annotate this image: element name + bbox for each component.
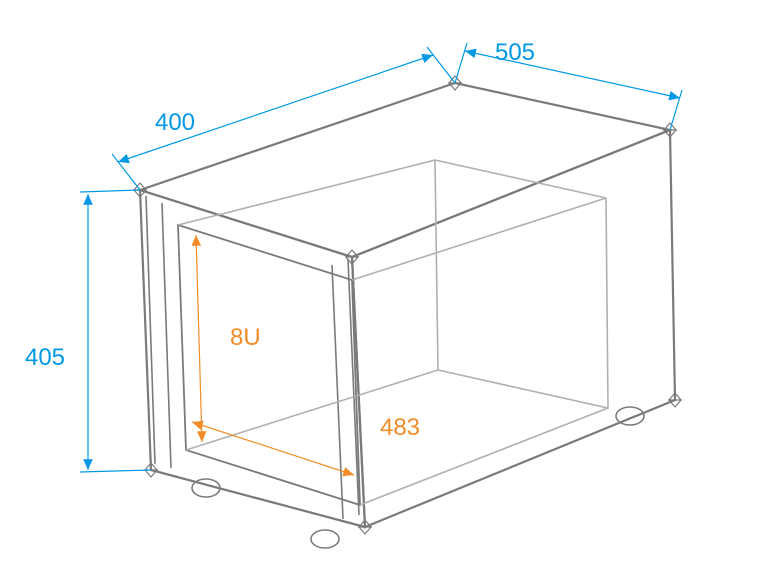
label-width: 505 xyxy=(495,39,535,66)
interior-top-left xyxy=(178,160,435,225)
back-inner-opening xyxy=(435,160,608,408)
front-face xyxy=(140,190,365,527)
label-height: 405 xyxy=(25,344,65,371)
label-rack-units: 8U xyxy=(230,324,261,351)
cabinet-outline xyxy=(134,76,681,548)
label-rack-width: 483 xyxy=(380,414,420,441)
corner-protectors xyxy=(134,76,681,534)
extension-line xyxy=(80,470,151,472)
label-depth: 400 xyxy=(155,109,195,136)
front-right-post xyxy=(332,265,343,519)
top-face xyxy=(140,83,670,257)
internal-dimensions xyxy=(192,235,354,475)
interior-top-right xyxy=(352,198,606,280)
right-face xyxy=(352,130,675,527)
foot-back-right xyxy=(616,407,644,425)
extension-line xyxy=(80,190,140,192)
foot-front-right xyxy=(311,530,339,548)
dimension-rack-width xyxy=(192,422,354,475)
extension-line xyxy=(427,47,455,83)
front-left-post-inner xyxy=(162,203,171,468)
rack-cabinet-diagram: 400 505 405 8U 483 xyxy=(0,0,762,562)
extension-line xyxy=(455,43,467,83)
dimension-rack-units xyxy=(196,235,202,442)
front-left-post xyxy=(146,196,155,464)
